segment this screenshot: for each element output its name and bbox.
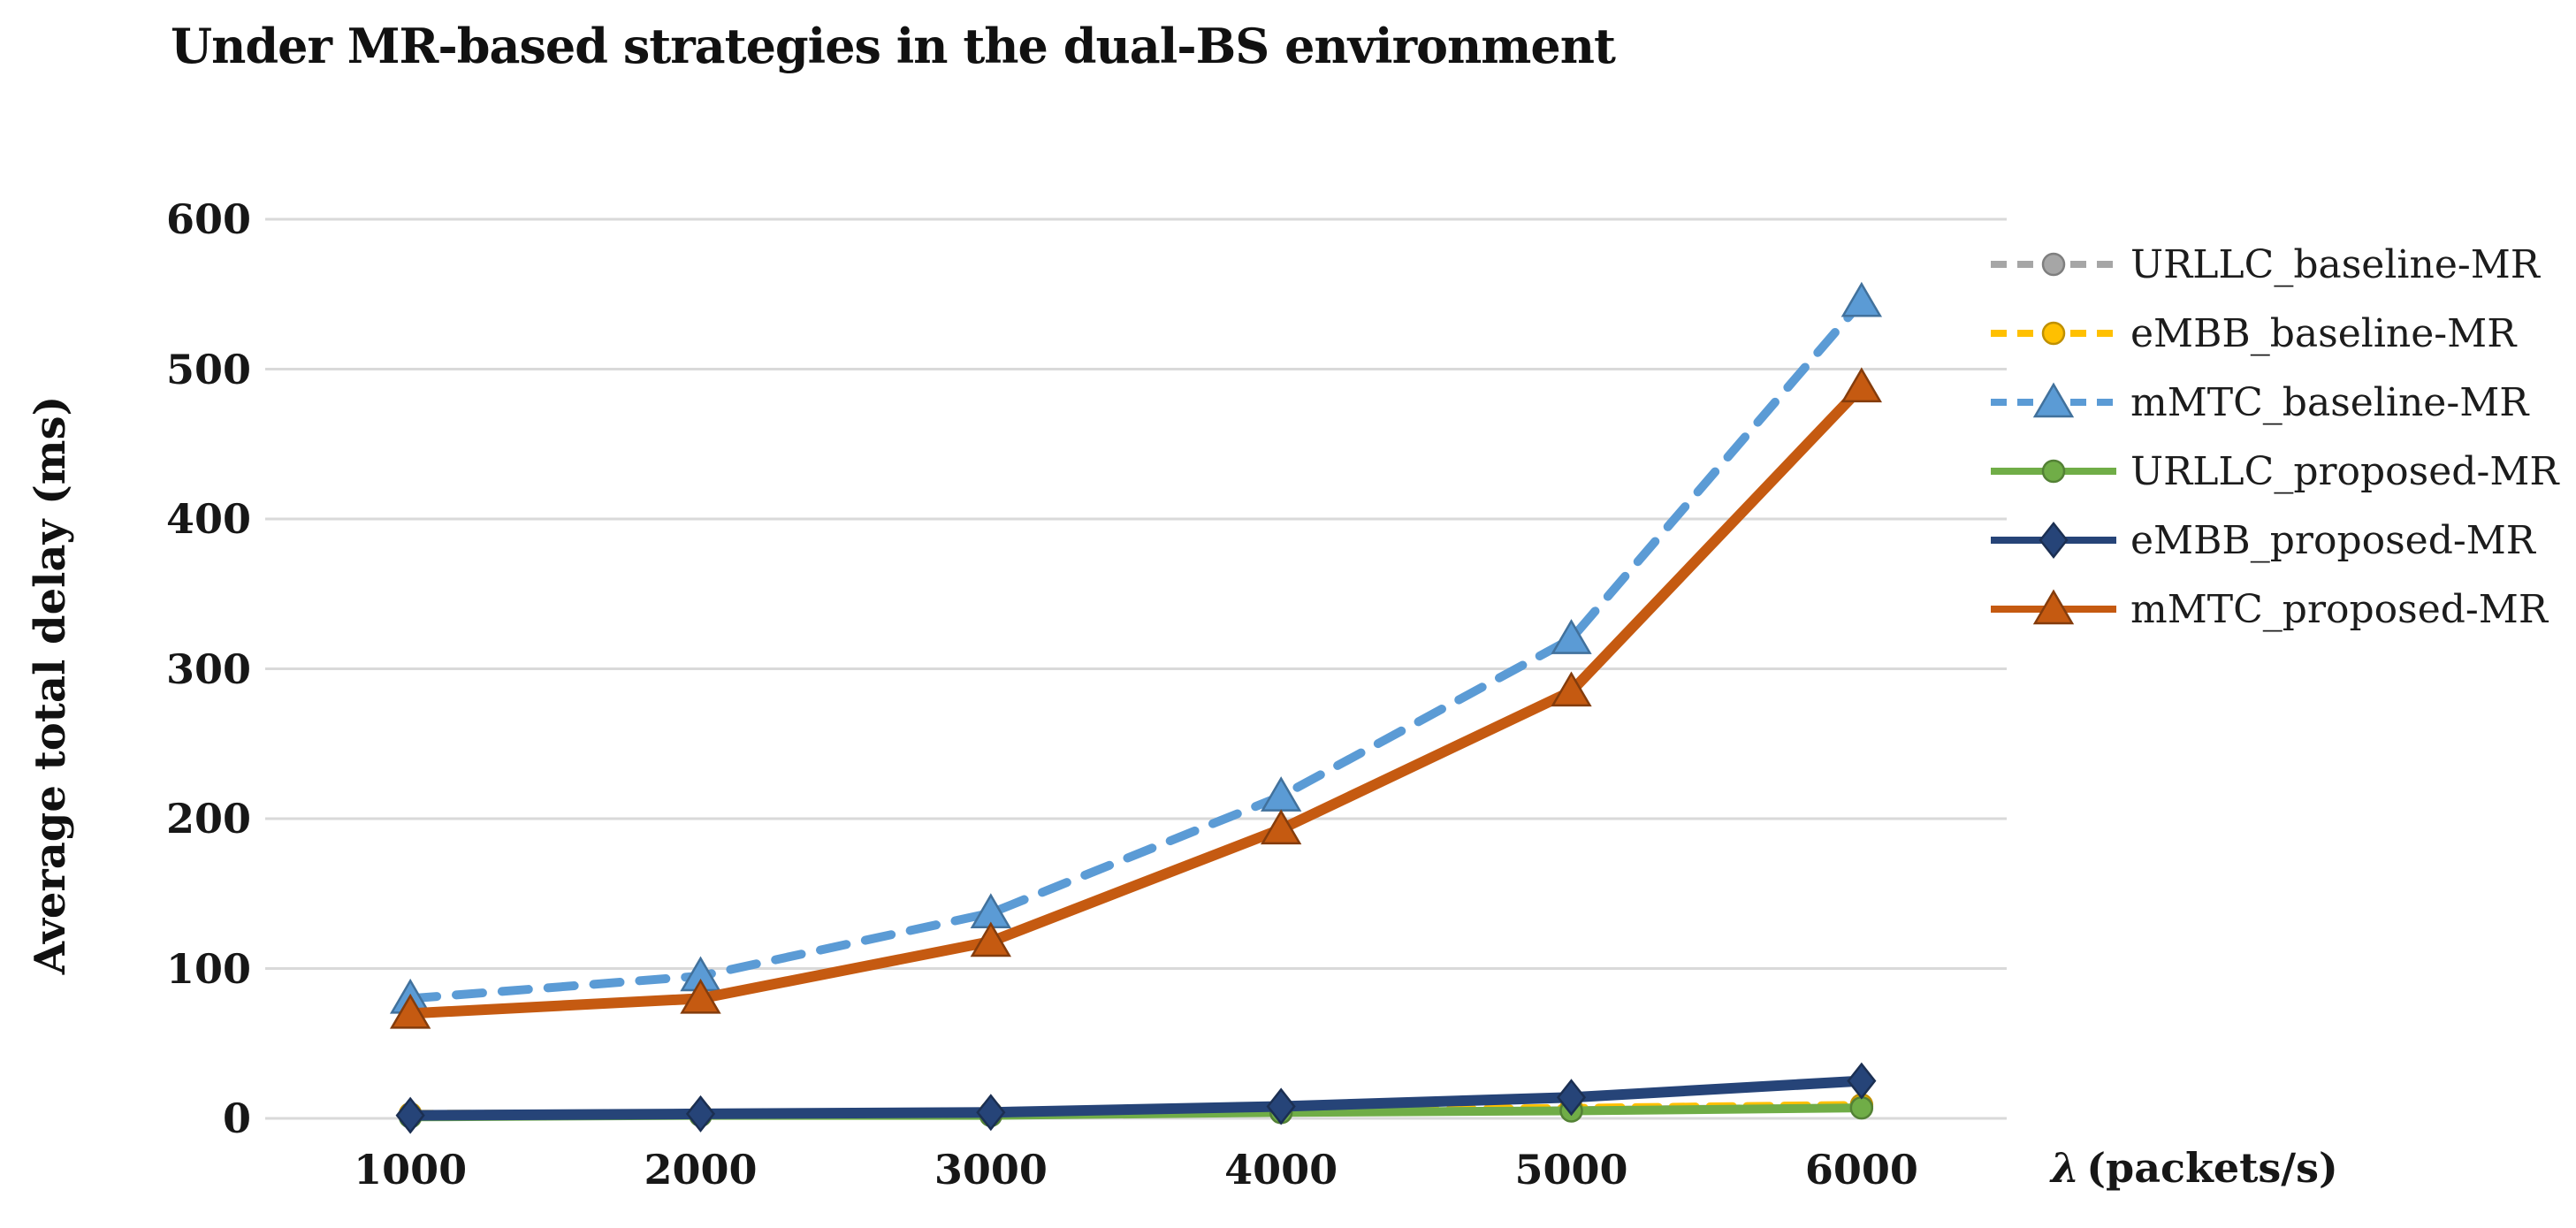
legend-sample-line (1991, 382, 2116, 418)
data-point-marker (1847, 1062, 1877, 1100)
series-line (406, 297, 1866, 1003)
legend-sample-line (1991, 252, 2116, 277)
series-line (405, 381, 1867, 1019)
data-point-marker (2041, 252, 2066, 277)
data-point-marker (2039, 521, 2069, 560)
data-point-marker (976, 1094, 1006, 1132)
y-tick-label: 0 (222, 1095, 251, 1142)
x-axis-unit: (packets/s) (2086, 1144, 2338, 1192)
data-point-marker (2041, 459, 2066, 484)
series-mMTC_proposed-MR (389, 367, 1883, 1029)
data-point-marker (1849, 1095, 1874, 1120)
data-point-marker (1551, 619, 1592, 654)
x-tick-label: 4000 (1224, 1146, 1338, 1194)
x-axis-title: λ (packets/s) (2051, 1144, 2338, 1192)
y-tick-label: 300 (165, 645, 251, 693)
x-tick-label: 6000 (1804, 1146, 1918, 1194)
legend-label: eMBB_baseline-MR (2130, 310, 2517, 356)
data-point-marker (1260, 776, 1302, 812)
legend-item: URLLC_proposed-MR (1987, 437, 2559, 506)
legend-sample-line (1991, 459, 2116, 484)
x-tick-label: 5000 (1514, 1146, 1628, 1194)
y-tick-label: 500 (165, 345, 251, 393)
legend-item: URLLC_baseline-MR (1987, 230, 2559, 299)
data-point-marker (1551, 671, 1592, 707)
legend-label: mMTC_proposed-MR (2130, 586, 2548, 632)
data-point-marker (2041, 321, 2066, 346)
legend-label: mMTC_baseline-MR (2130, 379, 2529, 425)
legend-sample-line (1991, 521, 2116, 560)
data-point-marker (680, 978, 721, 1014)
data-point-marker (389, 993, 431, 1029)
data-point-marker (2032, 589, 2075, 625)
data-point-marker (1841, 367, 1883, 403)
series-line (405, 1075, 1867, 1121)
gridlines (265, 217, 2007, 1120)
data-point-marker (1841, 281, 1883, 317)
y-tick-label: 100 (165, 944, 251, 993)
legend: URLLC_baseline-MR eMBB_baseline-MR mMTC_… (1987, 230, 2559, 644)
x-axis-symbol: λ (2051, 1144, 2080, 1192)
data-point-marker (1556, 1079, 1587, 1117)
y-tick-label: 600 (165, 195, 251, 243)
data-point-marker (1260, 809, 1302, 845)
y-axis-title: Average total delay (ms) (26, 395, 75, 975)
data-point-marker (1266, 1087, 1296, 1125)
y-tick-label: 200 (165, 795, 251, 843)
chart-title: Under MR-based strategies in the dual-BS… (171, 18, 1616, 74)
series-eMBB_proposed-MR (395, 1062, 1877, 1134)
data-point-marker (2032, 382, 2075, 418)
x-tick-label: 1000 (354, 1146, 468, 1194)
legend-label: eMBB_proposed-MR (2130, 517, 2535, 563)
data-point-marker (970, 921, 1012, 957)
legend-sample-line (1991, 321, 2116, 346)
legend-item: mMTC_baseline-MR (1987, 368, 2559, 437)
y-tick-label: 400 (165, 495, 251, 543)
x-tick-label: 3000 (934, 1146, 1048, 1194)
legend-item: mMTC_proposed-MR (1987, 575, 2559, 644)
legend-item: eMBB_proposed-MR (1987, 506, 2559, 575)
series-mMTC_baseline-MR (389, 281, 1883, 1014)
data-point-marker (395, 1096, 425, 1134)
x-tick-label: 2000 (644, 1146, 758, 1194)
legend-sample-line (1991, 589, 2116, 625)
data-point-marker (685, 1095, 716, 1133)
legend-label: URLLC_baseline-MR (2130, 241, 2540, 287)
legend-item: eMBB_baseline-MR (1987, 299, 2559, 368)
legend-label: URLLC_proposed-MR (2130, 448, 2559, 494)
